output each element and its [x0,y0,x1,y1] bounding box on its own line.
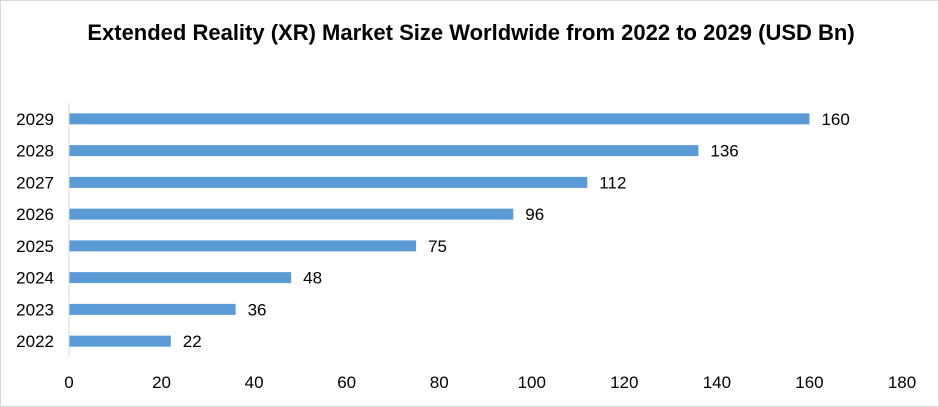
data-labels-group: 22 36 48 75 96 112 136 160 [183,110,850,351]
x-tick-label-80: 80 [430,373,449,392]
bar-2026 [69,208,514,220]
y-tick-label-2025: 2025 [16,237,54,256]
data-label-2025: 75 [428,237,447,256]
data-label-2024: 48 [303,269,322,288]
bar-2029 [69,113,810,125]
bar-2022 [69,335,171,347]
bar-2024 [69,272,292,284]
chart-title: Extended Reality (XR) Market Size Worldw… [87,20,855,45]
bar-2028 [69,145,699,157]
data-label-2022: 22 [183,332,202,351]
y-tick-label-2026: 2026 [16,205,54,224]
x-tick-label-100: 100 [518,373,546,392]
bar-2025 [69,240,417,252]
x-tick-label-180: 180 [888,373,916,392]
data-label-2028: 136 [710,142,738,161]
x-tick-label-0: 0 [64,373,73,392]
y-tick-label-2027: 2027 [16,173,54,192]
bars-group [69,113,810,347]
data-label-2023: 36 [248,300,267,319]
x-tick-label-60: 60 [337,373,356,392]
x-tick-label-40: 40 [245,373,264,392]
data-label-2029: 160 [821,110,849,129]
y-axis-tick-labels: 2022 2023 2024 2025 2026 2027 2028 2029 [16,110,54,351]
y-tick-label-2023: 2023 [16,300,54,319]
y-tick-label-2022: 2022 [16,332,54,351]
y-tick-label-2029: 2029 [16,110,54,129]
x-tick-label-20: 20 [152,373,171,392]
bar-2023 [69,303,236,315]
x-axis-tick-labels: 0 20 40 60 80 100 120 140 160 180 [64,373,916,392]
x-tick-label-120: 120 [610,373,638,392]
y-tick-label-2028: 2028 [16,142,54,161]
x-tick-label-160: 160 [795,373,823,392]
x-tick-label-140: 140 [703,373,731,392]
data-label-2027: 112 [599,173,626,192]
y-tick-label-2024: 2024 [16,269,54,288]
data-label-2026: 96 [525,205,544,224]
bar-2027 [69,176,588,188]
